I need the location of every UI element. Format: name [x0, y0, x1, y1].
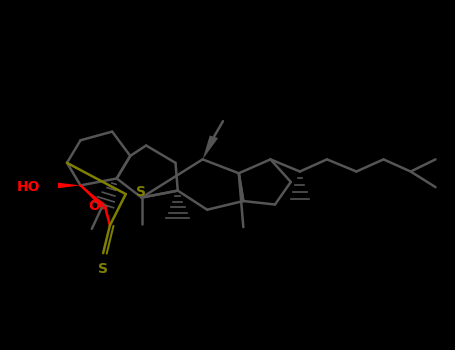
Polygon shape [202, 135, 218, 159]
Polygon shape [58, 183, 81, 188]
Text: O: O [88, 199, 100, 213]
Text: HO: HO [16, 180, 40, 194]
Text: S: S [136, 186, 146, 199]
Text: S: S [98, 262, 108, 276]
Polygon shape [81, 186, 108, 210]
